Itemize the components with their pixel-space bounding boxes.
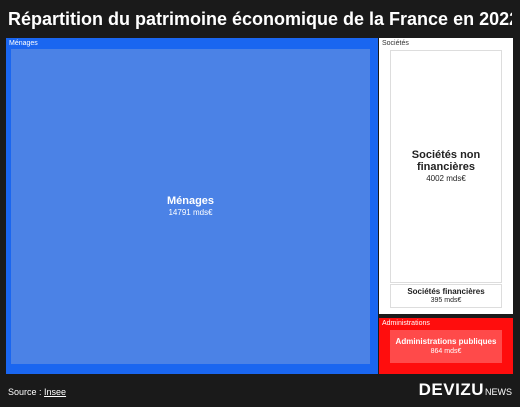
group-administrations: Administrations (379, 318, 513, 374)
chart-title: Répartition du patrimoine économique de … (8, 9, 512, 29)
devizu-logo: DEVIZU NEWS (419, 380, 512, 400)
logo-main-text: DEVIZU (418, 380, 484, 399)
tile-administrations-publiques[interactable]: Administrations publiques 864 mds€ (390, 330, 502, 363)
tile-value-administrations-publiques: 864 mds€ (430, 347, 462, 355)
tile-label-societes-financieres: Sociétés financières (407, 286, 485, 296)
tile-menages[interactable]: Ménages 14791 mds€ (11, 49, 370, 364)
logo-sub-text: NEWS (485, 387, 512, 397)
source-link[interactable]: Insee (44, 387, 67, 397)
group-label-menages: Ménages (9, 40, 38, 47)
tile-societes-financieres[interactable]: Sociétés financières 395 mds€ (390, 284, 502, 308)
tile-value-societes-financieres: 395 mds€ (430, 297, 462, 305)
tile-value-societes-non-financieres: 4002 mds€ (426, 173, 466, 183)
tile-label-menages: Ménages (166, 194, 215, 207)
group-societes: Sociétés (379, 38, 513, 314)
group-label-societes: Sociétés (382, 40, 409, 47)
tile-label-administrations-publiques: Administrations publiques (395, 337, 497, 347)
tile-label-societes-non-financieres: Sociétés non financières (411, 148, 481, 174)
tile-societes-non-financieres[interactable]: Sociétés non financières 4002 mds€ (390, 50, 502, 283)
source-prefix: Source : (8, 387, 45, 397)
group-menages: Ménages (6, 38, 378, 374)
group-label-administrations: Administrations (382, 320, 430, 327)
source-note: Source : Insee (8, 386, 66, 398)
tile-value-menages: 14791 mds€ (168, 207, 213, 217)
